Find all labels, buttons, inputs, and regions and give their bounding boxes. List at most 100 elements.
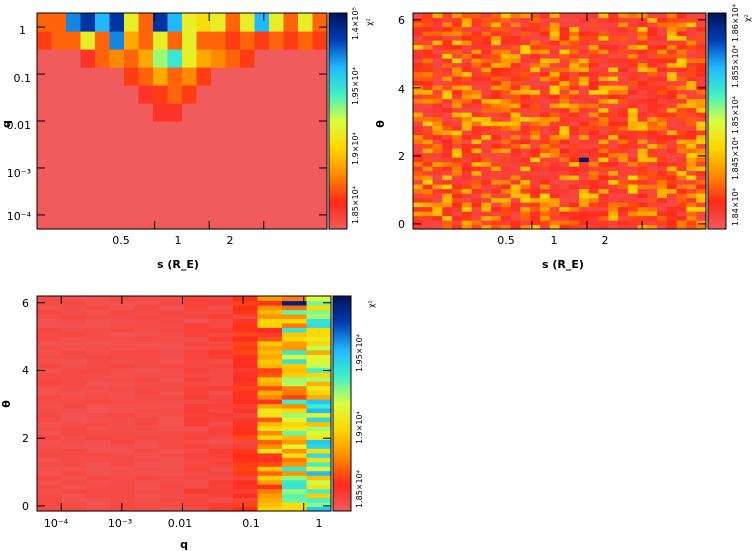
heatmap-cell [413,44,424,50]
heatmap-cell [306,479,332,485]
heatmap-cell [282,430,308,436]
heatmap-cell [500,58,512,64]
heatmap-cell [608,157,619,163]
heatmap-cell [61,412,87,418]
heatmap-cell [283,49,299,68]
heatmap-cell [233,448,259,454]
heatmap-cell [666,130,678,136]
heatmap-cell [676,89,688,95]
heatmap-cell [452,103,463,109]
heatmap-cell [110,457,136,463]
heatmap-cell [413,215,424,221]
heatmap-cell [471,143,482,149]
heatmap-cell [530,85,541,91]
heatmap-cell [61,372,87,378]
heatmap-cell [110,439,136,445]
heatmap-cell [461,220,473,226]
heatmap-cell [569,215,580,221]
x-tick-label: 0.01 [168,517,193,530]
heatmap-cell [676,134,688,140]
heatmap-cell [432,152,443,158]
heatmap-cell [696,13,707,19]
heatmap-cell [569,170,580,176]
heatmap-cell [442,76,453,82]
heatmap-cell [579,161,590,167]
heatmap-cell [549,35,561,41]
heatmap-cell [647,202,658,208]
heatmap-cell [413,170,424,176]
heatmap-cell [461,62,473,68]
heatmap-cell [598,49,609,55]
heatmap-cell [686,94,697,100]
heatmap-cell [442,139,453,145]
heatmap-cell [539,215,551,221]
heatmap-cell [61,448,87,454]
heatmap-cell [510,202,522,208]
heatmap-cell [61,493,87,499]
heatmap-cell [461,112,473,118]
heatmap-cell [481,188,492,194]
heatmap-cell [549,94,561,100]
heatmap-cell [124,157,140,176]
heatmap-cell [666,197,678,203]
heatmap-cell [257,466,283,472]
heatmap-cell [549,62,561,68]
heatmap-cell [461,67,473,73]
heatmap-cell [627,103,639,109]
heatmap-cell [559,44,570,50]
heatmap-cell [637,112,648,118]
heatmap-cell [257,394,283,400]
heatmap-cell [530,193,541,199]
heatmap-cell [559,202,570,208]
heatmap-cell [422,130,434,136]
heatmap-cell [452,125,463,131]
heatmap-cell [627,188,639,194]
heatmap-cell [647,193,658,199]
heatmap-cell [696,116,707,122]
heatmap-cell [647,17,658,23]
heatmap-cell [510,44,522,50]
heatmap-cell [413,134,424,140]
heatmap-cell [306,421,332,427]
heatmap-cell [461,26,473,32]
heatmap-cell [86,416,112,423]
heatmap-cell [471,112,482,118]
heatmap-cell [282,363,308,369]
heatmap-cell [422,220,434,226]
heatmap-cell [520,143,531,149]
heatmap-cell [530,58,541,64]
heatmap-cell [637,121,648,127]
heatmap-cell [86,367,112,373]
heatmap-cell [696,98,707,104]
heatmap-cell [491,193,502,199]
heatmap-cell [627,175,639,181]
heatmap-cell [588,107,600,113]
heatmap-cell [686,161,697,167]
heatmap-cell [432,166,443,172]
heatmap-cell [306,461,332,467]
heatmap-cell [422,26,434,32]
heatmap-cell [86,349,112,355]
heatmap-cell [647,103,658,109]
colorbar-tick-label: 1.9×10⁴ [351,132,360,165]
heatmap-cell [637,215,648,221]
heatmap-cell [159,466,185,472]
heatmap-cell [422,31,434,37]
heatmap-cell [153,31,169,50]
heatmap-cell [86,470,112,476]
heatmap-cell [422,80,434,86]
heatmap-cell [647,85,658,91]
heatmap-cell [686,44,697,50]
heatmap-cell [413,107,424,113]
heatmap-cell [491,76,502,82]
heatmap-cell [37,322,63,328]
heatmap-cell [559,179,570,185]
heatmap-cell [233,421,259,427]
heatmap-cell [559,17,570,23]
heatmap-cell [109,211,125,230]
heatmap-cell [413,175,424,181]
heatmap-cell [269,211,285,230]
heatmap-cell [109,31,125,50]
heatmap-cell [471,188,482,194]
heatmap-cell [588,13,600,19]
